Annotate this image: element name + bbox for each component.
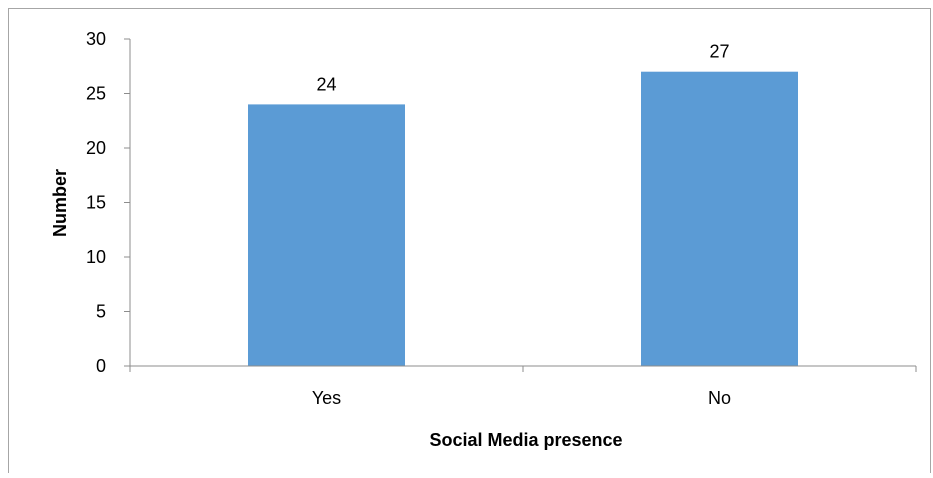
y-axis-ticks: 0 5 10 15 20 25 30 bbox=[86, 29, 130, 376]
data-label: 24 bbox=[316, 74, 336, 94]
y-tick-label: 10 bbox=[86, 247, 106, 267]
x-tick-label: No bbox=[708, 388, 731, 408]
y-tick-label: 30 bbox=[86, 29, 106, 49]
data-labels: 24 27 bbox=[316, 42, 729, 95]
x-tick-label: Yes bbox=[312, 388, 341, 408]
data-label: 27 bbox=[709, 42, 729, 62]
x-axis-title: Social Media presence bbox=[429, 430, 622, 450]
x-axis-labels: Yes No bbox=[312, 388, 731, 408]
y-tick-label: 25 bbox=[86, 84, 106, 104]
axes bbox=[129, 39, 917, 372]
y-tick-label: 20 bbox=[86, 138, 106, 158]
y-tick-label: 15 bbox=[86, 193, 106, 213]
bar-yes bbox=[248, 104, 405, 367]
y-tick-label: 0 bbox=[96, 356, 106, 376]
bars bbox=[248, 71, 798, 367]
bar-no bbox=[641, 71, 798, 366]
y-tick-label: 5 bbox=[96, 302, 106, 322]
y-axis-title: Number bbox=[50, 169, 70, 237]
